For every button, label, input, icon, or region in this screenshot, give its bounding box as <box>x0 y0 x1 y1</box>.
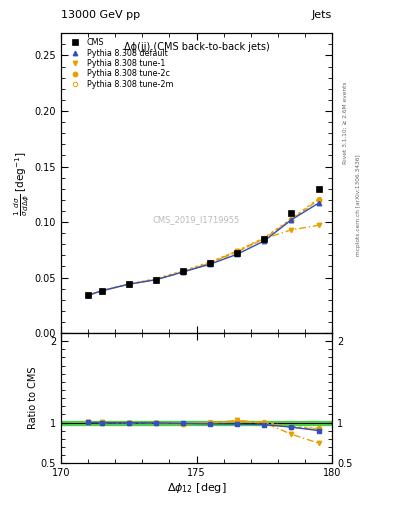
Pythia 8.308 default <box>289 217 294 223</box>
Pythia 8.308 tune-1 <box>235 248 240 254</box>
Pythia 8.308 default <box>235 251 240 258</box>
CMS <box>316 186 321 192</box>
Pythia 8.308 tune-2m <box>99 288 104 294</box>
Pythia 8.308 tune-2m <box>262 234 267 241</box>
Pythia 8.308 tune-1 <box>86 292 90 298</box>
CMS <box>180 268 185 274</box>
Pythia 8.308 tune-1 <box>99 288 104 294</box>
Pythia 8.308 tune-1 <box>127 281 131 287</box>
CMS <box>262 236 267 242</box>
Bar <box>61 420 332 424</box>
Pythia 8.308 tune-2m <box>153 275 158 282</box>
Pythia 8.308 tune-1 <box>289 227 294 233</box>
Pythia 8.308 default <box>153 276 158 283</box>
Pythia 8.308 default <box>127 281 131 287</box>
Text: mcplots.cern.ch [arXiv:1306.3436]: mcplots.cern.ch [arXiv:1306.3436] <box>356 154 361 255</box>
Pythia 8.308 tune-2c <box>99 288 104 294</box>
Pythia 8.308 default <box>262 238 267 244</box>
Pythia 8.308 tune-2m <box>127 281 131 287</box>
Pythia 8.308 tune-2m <box>208 259 213 265</box>
CMS <box>208 260 213 266</box>
Pythia 8.308 tune-2c <box>86 292 90 298</box>
Pythia 8.308 tune-2m <box>235 248 240 254</box>
Pythia 8.308 tune-1 <box>208 260 213 266</box>
Text: Δϕ(jj) (CMS back-to-back jets): Δϕ(jj) (CMS back-to-back jets) <box>124 42 269 52</box>
Pythia 8.308 tune-2m <box>86 292 90 298</box>
Pythia 8.308 tune-2m <box>289 216 294 222</box>
CMS <box>235 250 240 256</box>
Line: Pythia 8.308 tune-1: Pythia 8.308 tune-1 <box>86 223 321 297</box>
CMS <box>86 292 90 298</box>
Pythia 8.308 tune-2c <box>180 269 185 275</box>
Text: CMS_2019_I1719955: CMS_2019_I1719955 <box>153 215 240 224</box>
Line: Pythia 8.308 tune-2c: Pythia 8.308 tune-2c <box>86 198 321 297</box>
Pythia 8.308 tune-2m <box>316 196 321 202</box>
Pythia 8.308 tune-1 <box>153 276 158 283</box>
Pythia 8.308 tune-2c <box>316 197 321 203</box>
Text: 13000 GeV pp: 13000 GeV pp <box>61 10 140 20</box>
CMS <box>153 276 158 283</box>
Pythia 8.308 tune-2c <box>127 281 131 287</box>
Pythia 8.308 default <box>99 288 104 294</box>
Pythia 8.308 tune-1 <box>180 269 185 275</box>
Pythia 8.308 default <box>180 269 185 275</box>
Line: CMS: CMS <box>85 186 321 298</box>
Y-axis label: $\frac{1}{\sigma}\frac{d\sigma}{d\Delta\phi}$ [deg$^{-1}$]: $\frac{1}{\sigma}\frac{d\sigma}{d\Delta\… <box>13 151 32 216</box>
Pythia 8.308 tune-2m <box>180 268 185 274</box>
CMS <box>127 281 131 287</box>
Legend: CMS, Pythia 8.308 default, Pythia 8.308 tune-1, Pythia 8.308 tune-2c, Pythia 8.3: CMS, Pythia 8.308 default, Pythia 8.308 … <box>64 36 175 91</box>
Pythia 8.308 tune-1 <box>316 222 321 228</box>
CMS <box>99 288 104 294</box>
Line: Pythia 8.308 default: Pythia 8.308 default <box>86 201 321 297</box>
Y-axis label: Ratio to CMS: Ratio to CMS <box>28 367 38 430</box>
Text: Rivet 3.1.10; ≥ 2.6M events: Rivet 3.1.10; ≥ 2.6M events <box>343 81 348 164</box>
Text: Jets: Jets <box>312 10 332 20</box>
Pythia 8.308 tune-1 <box>262 236 267 242</box>
CMS <box>289 210 294 216</box>
Pythia 8.308 default <box>316 200 321 206</box>
Pythia 8.308 tune-2c <box>208 260 213 266</box>
Pythia 8.308 default <box>86 292 90 298</box>
Pythia 8.308 default <box>208 261 213 267</box>
Pythia 8.308 tune-2c <box>289 217 294 223</box>
Pythia 8.308 tune-2c <box>262 236 267 242</box>
Line: Pythia 8.308 tune-2m: Pythia 8.308 tune-2m <box>86 197 321 297</box>
Pythia 8.308 tune-2c <box>235 249 240 255</box>
Pythia 8.308 tune-2c <box>153 276 158 283</box>
X-axis label: $\Delta\phi_{12}$ [deg]: $\Delta\phi_{12}$ [deg] <box>167 481 226 495</box>
